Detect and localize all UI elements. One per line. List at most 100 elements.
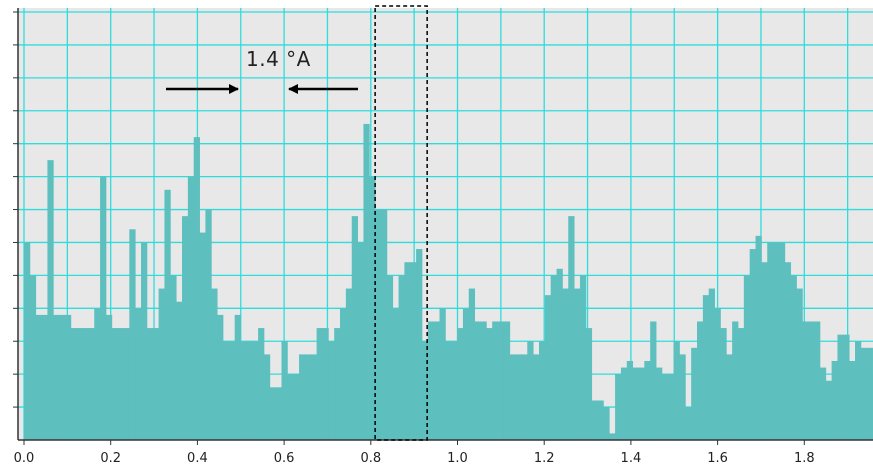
histogram-bar	[135, 308, 142, 440]
histogram-bar	[59, 314, 66, 440]
histogram-bar	[761, 262, 768, 440]
histogram-bar	[533, 354, 540, 440]
histogram-bar	[585, 328, 593, 440]
histogram-bar	[673, 341, 680, 440]
histogram-bar	[375, 209, 382, 440]
histogram-bar	[281, 341, 288, 440]
histogram-bar	[743, 275, 751, 440]
histogram-bar	[263, 354, 271, 440]
histogram-bar	[199, 232, 206, 440]
histogram-bar	[47, 160, 54, 440]
histogram-bar	[275, 387, 282, 440]
x-tick-label: 0.2	[100, 451, 121, 466]
histogram-bar	[802, 321, 809, 440]
histogram-bar	[141, 242, 148, 440]
x-tick-label: 0.0	[14, 451, 35, 466]
histogram-bar	[369, 176, 376, 440]
histogram-bar	[849, 360, 856, 440]
histogram-bar	[24, 242, 31, 440]
histogram-bar	[117, 328, 124, 440]
histogram-bar	[591, 400, 598, 440]
histogram-bar	[626, 360, 634, 440]
histogram-bar	[468, 288, 476, 440]
histogram-bar	[819, 367, 827, 440]
bars	[24, 123, 873, 440]
histogram-bar	[498, 321, 505, 440]
histogram-bar	[638, 367, 645, 440]
histogram-bar	[293, 374, 300, 440]
y-axis	[13, 8, 19, 440]
histogram-bar	[416, 249, 423, 440]
histogram-bar	[755, 235, 762, 440]
histogram-bar	[620, 367, 628, 440]
histogram-bar	[211, 288, 218, 440]
histogram-bar	[351, 216, 358, 440]
histogram-bar	[814, 321, 821, 440]
histogram-bar	[860, 347, 868, 440]
x-tick-label: 0.8	[360, 451, 381, 466]
x-tick-label: 0.4	[187, 451, 208, 466]
histogram-bar	[111, 328, 119, 440]
histogram-bar	[398, 275, 405, 440]
histogram-bar	[790, 275, 797, 440]
histogram-bar	[556, 268, 563, 440]
histogram-bar	[363, 123, 370, 440]
x-tick-label: 0.6	[274, 451, 295, 466]
histogram-bar	[615, 374, 622, 440]
histogram-bar	[29, 275, 37, 440]
histogram-bar	[421, 341, 429, 440]
histogram-bar	[146, 328, 154, 440]
histogram-bar	[445, 341, 452, 440]
histogram-bar	[661, 374, 669, 440]
x-axis: 0.00.20.40.60.81.01.21.41.61.82.02.22.42…	[14, 439, 873, 466]
histogram-bar	[334, 328, 341, 440]
histogram-bar	[246, 341, 253, 440]
histogram-bar	[322, 328, 329, 440]
histogram-bar	[340, 308, 347, 440]
histogram-bar	[714, 308, 721, 440]
histogram-bar	[269, 387, 277, 440]
histogram-bar	[843, 334, 850, 440]
histogram-bar	[720, 328, 727, 440]
histogram-bar	[123, 328, 130, 440]
histogram-bar	[568, 216, 575, 440]
histogram-bar	[287, 374, 294, 440]
histogram-bar	[70, 328, 78, 440]
histogram-bar	[732, 321, 739, 440]
histogram-bar	[480, 321, 487, 440]
histogram-bar	[35, 314, 42, 440]
histogram-bar	[691, 347, 698, 440]
histogram-bar	[386, 275, 394, 440]
histogram-bar	[328, 341, 335, 440]
histogram-bar	[53, 314, 60, 440]
histogram-bar	[304, 354, 312, 440]
histogram-bar	[82, 328, 89, 440]
histogram-bar	[451, 341, 458, 440]
histogram-bar	[749, 249, 756, 440]
histogram-bar	[509, 354, 516, 440]
histogram-bar	[773, 242, 780, 440]
histogram-bar	[597, 400, 604, 440]
histogram-bar	[392, 308, 399, 440]
histogram-bar	[650, 321, 657, 440]
histogram-bar	[486, 328, 493, 440]
histogram-bar	[316, 328, 323, 440]
histogram-bar	[357, 242, 364, 440]
histogram-bar	[158, 288, 165, 440]
x-tick-label: 1.2	[534, 451, 555, 466]
histogram-bar	[656, 367, 663, 440]
histogram-bar	[538, 341, 546, 440]
histogram-bar	[562, 288, 569, 440]
histogram-bar	[240, 341, 247, 440]
histogram-bar	[164, 189, 171, 440]
histogram-bar	[182, 216, 189, 440]
histogram-bar	[737, 328, 745, 440]
annotation-label: 1.4 °A	[246, 47, 311, 71]
histogram-bar	[129, 229, 136, 440]
histogram-bar	[784, 262, 792, 440]
histogram-bar	[866, 347, 873, 440]
histogram-bar	[515, 354, 522, 440]
histogram-bar	[697, 321, 704, 440]
